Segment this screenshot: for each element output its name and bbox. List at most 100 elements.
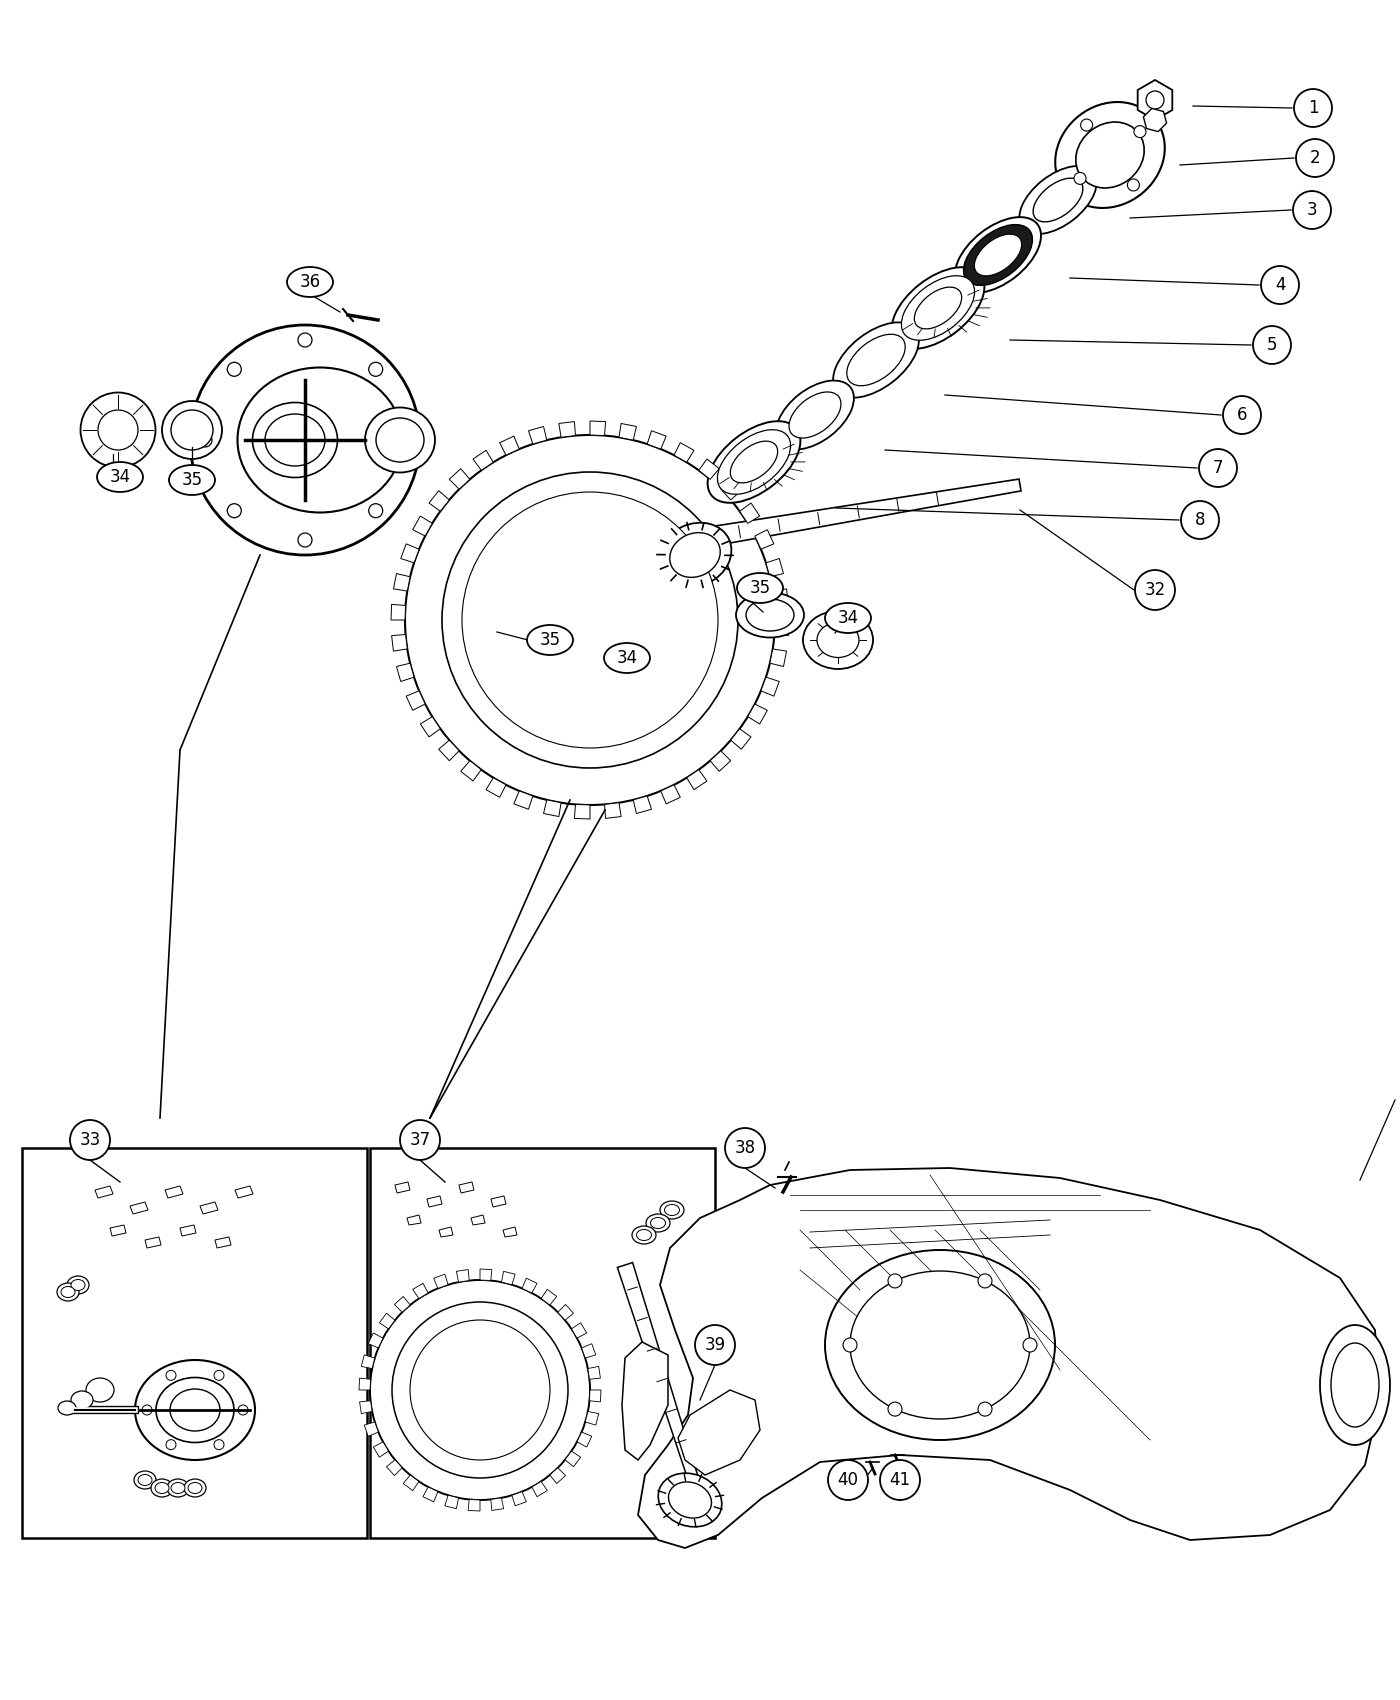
Polygon shape	[361, 1355, 375, 1368]
Polygon shape	[445, 1496, 459, 1508]
Polygon shape	[130, 1202, 148, 1214]
Text: 32: 32	[1144, 581, 1166, 598]
Text: 35: 35	[539, 631, 560, 649]
Circle shape	[827, 1460, 868, 1499]
Circle shape	[167, 1440, 176, 1450]
Ellipse shape	[955, 218, 1042, 292]
Ellipse shape	[914, 287, 962, 328]
Polygon shape	[392, 634, 407, 651]
Text: 1: 1	[1308, 99, 1319, 117]
Polygon shape	[406, 690, 426, 711]
Text: 3: 3	[1306, 201, 1317, 219]
Polygon shape	[395, 1182, 410, 1193]
Polygon shape	[589, 422, 606, 435]
Ellipse shape	[139, 1474, 153, 1486]
Ellipse shape	[98, 410, 139, 450]
Polygon shape	[774, 620, 790, 636]
Polygon shape	[391, 605, 406, 620]
Polygon shape	[512, 1491, 526, 1506]
Circle shape	[1135, 570, 1175, 610]
Polygon shape	[95, 1187, 113, 1198]
Ellipse shape	[790, 393, 841, 439]
Ellipse shape	[850, 1272, 1030, 1419]
Ellipse shape	[151, 1479, 174, 1498]
Polygon shape	[1144, 109, 1166, 131]
Ellipse shape	[85, 1379, 113, 1402]
Circle shape	[1198, 449, 1238, 486]
Polygon shape	[589, 1391, 601, 1402]
Polygon shape	[111, 1226, 126, 1236]
Text: 35: 35	[749, 580, 770, 597]
Ellipse shape	[631, 1226, 657, 1244]
Ellipse shape	[731, 440, 777, 483]
Text: 34: 34	[837, 609, 858, 627]
Ellipse shape	[377, 418, 424, 462]
Ellipse shape	[238, 367, 403, 512]
Circle shape	[214, 1440, 224, 1450]
Ellipse shape	[398, 434, 412, 447]
Ellipse shape	[1075, 122, 1144, 189]
Circle shape	[1294, 88, 1331, 128]
Ellipse shape	[67, 1277, 90, 1294]
Polygon shape	[529, 427, 547, 444]
Ellipse shape	[1033, 178, 1082, 223]
Polygon shape	[434, 1275, 448, 1289]
Ellipse shape	[227, 503, 241, 518]
Text: 38: 38	[735, 1139, 756, 1158]
Circle shape	[1294, 190, 1331, 230]
Polygon shape	[577, 1431, 592, 1447]
Circle shape	[70, 1120, 111, 1159]
Polygon shape	[200, 1202, 218, 1214]
Polygon shape	[755, 530, 774, 549]
Polygon shape	[633, 796, 651, 814]
Circle shape	[462, 491, 718, 748]
Polygon shape	[559, 422, 575, 437]
Ellipse shape	[197, 434, 211, 447]
Polygon shape	[449, 469, 470, 490]
Circle shape	[167, 1370, 176, 1380]
Ellipse shape	[645, 1214, 671, 1232]
Polygon shape	[480, 1268, 491, 1280]
Ellipse shape	[188, 1482, 202, 1494]
Polygon shape	[456, 1270, 469, 1282]
Ellipse shape	[659, 1200, 685, 1219]
Ellipse shape	[57, 1401, 76, 1414]
Polygon shape	[574, 804, 589, 819]
Ellipse shape	[227, 362, 241, 376]
Polygon shape	[413, 1284, 428, 1299]
Polygon shape	[686, 770, 707, 790]
Ellipse shape	[825, 604, 871, 632]
Ellipse shape	[368, 362, 382, 376]
Text: 8: 8	[1194, 512, 1205, 529]
Circle shape	[1023, 1338, 1037, 1352]
Polygon shape	[1138, 80, 1172, 121]
Circle shape	[1147, 92, 1163, 109]
Polygon shape	[470, 1216, 484, 1226]
Ellipse shape	[190, 325, 420, 554]
Polygon shape	[146, 1238, 161, 1248]
Polygon shape	[440, 1227, 454, 1238]
Ellipse shape	[707, 422, 801, 503]
Polygon shape	[407, 1216, 421, 1226]
Polygon shape	[360, 1401, 372, 1414]
Polygon shape	[468, 1499, 480, 1511]
Ellipse shape	[665, 1205, 679, 1216]
Ellipse shape	[637, 1229, 651, 1241]
Ellipse shape	[365, 408, 435, 473]
Polygon shape	[619, 423, 637, 440]
Ellipse shape	[162, 401, 223, 459]
Text: 34: 34	[109, 468, 130, 486]
Polygon shape	[364, 1421, 378, 1436]
Ellipse shape	[71, 1280, 85, 1290]
Polygon shape	[762, 677, 780, 697]
Circle shape	[392, 1302, 568, 1477]
Circle shape	[238, 1404, 248, 1414]
Ellipse shape	[1019, 167, 1096, 235]
Ellipse shape	[963, 224, 1032, 286]
Circle shape	[400, 1120, 440, 1159]
Ellipse shape	[526, 626, 573, 654]
Text: 41: 41	[889, 1470, 910, 1489]
Circle shape	[881, 1460, 920, 1499]
Circle shape	[694, 1324, 735, 1365]
Circle shape	[1074, 172, 1086, 184]
